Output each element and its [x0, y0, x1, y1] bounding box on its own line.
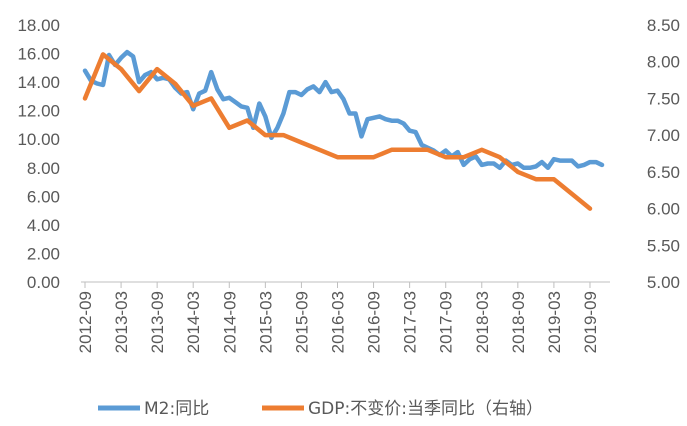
- left-tick-label: 0.00: [27, 273, 60, 292]
- x-tick-label: 2015-03: [256, 291, 275, 353]
- x-tick-label: 2019-09: [581, 291, 600, 353]
- right-tick-label: 8.50: [647, 16, 680, 35]
- x-tick-label: 2017-03: [401, 291, 420, 353]
- series-line-m2: [82, 49, 605, 171]
- x-tick-label: 2015-09: [292, 291, 311, 353]
- x-tick-label: 2018-09: [509, 291, 528, 353]
- legend-label-gdp: GDP:不变价:当季同比（右轴）: [308, 399, 543, 419]
- right-tick-label: 6.50: [647, 163, 680, 182]
- left-tick-label: 18.00: [17, 16, 60, 35]
- left-tick-label: 16.00: [17, 45, 60, 64]
- right-tick-label: 6.00: [647, 200, 680, 219]
- series-line-gdp: [82, 52, 593, 211]
- x-tick-label: 2019-03: [545, 291, 564, 353]
- x-tick-label: 2014-09: [220, 291, 239, 353]
- right-tick-label: 7.50: [647, 89, 680, 108]
- left-tick-label: 6.00: [27, 187, 60, 206]
- left-tick-label: 2.00: [27, 244, 60, 263]
- right-tick-label: 5.00: [647, 273, 680, 292]
- left-tick-label: 14.00: [17, 73, 60, 92]
- x-tick-label: 2012-09: [76, 291, 95, 353]
- left-tick-label: 10.00: [17, 130, 60, 149]
- left-tick-label: 8.00: [27, 159, 60, 178]
- legend: M2:同比 GDP:不变价:当季同比（右轴）: [98, 399, 543, 419]
- left-tick-label: 12.00: [17, 102, 60, 121]
- x-tick-label: 2013-09: [148, 291, 167, 353]
- right-tick-label: 8.00: [647, 53, 680, 72]
- right-tick-label: 7.00: [647, 126, 680, 145]
- right-tick-label: 5.50: [647, 236, 680, 255]
- x-tick-label: 2017-09: [437, 291, 456, 353]
- legend-label-m2: M2:同比: [144, 399, 209, 419]
- x-tick-label: 2016-03: [328, 291, 347, 353]
- x-tick-label: 2018-03: [473, 291, 492, 353]
- left-axis-ticks: 0.00 2.00 4.00 6.00 8.00 10.00 12.00 14.00 16.00…: [17, 16, 60, 292]
- series-layer: [82, 49, 605, 211]
- left-tick-label: 4.00: [27, 216, 60, 235]
- x-tick-label: 2014-03: [184, 291, 203, 353]
- x-axis-ticks: 2012-09 2013-03 2013-09 2014-03 2014-09 2015-…: [76, 282, 600, 353]
- x-tick-label: 2016-09: [365, 291, 384, 353]
- right-axis-ticks: 5.00 5.50 6.00 6.50 7.00 7.50 8.00 8.50: [647, 16, 680, 292]
- x-tick-label: 2013-03: [112, 291, 131, 353]
